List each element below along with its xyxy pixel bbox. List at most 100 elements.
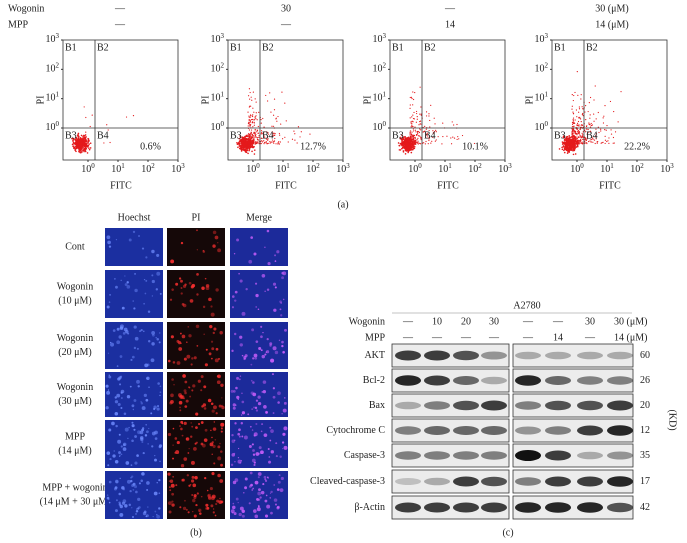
- event-dot: [595, 85, 596, 86]
- cell-spot: [215, 503, 217, 505]
- event-dot: [565, 145, 567, 147]
- cell-spot: [118, 493, 121, 496]
- event-dot: [72, 146, 74, 148]
- cell-spot: [157, 405, 159, 407]
- y-axis-label: PI: [362, 96, 373, 105]
- cell-spot: [170, 299, 172, 301]
- treatment-value: —: [444, 3, 456, 14]
- cell-spot: [201, 421, 204, 424]
- cell-spot: [201, 287, 204, 290]
- event-dot: [79, 150, 81, 152]
- event-dot: [416, 111, 417, 112]
- tick-exponent: 1: [121, 162, 125, 170]
- event-dot: [441, 143, 442, 144]
- cell-spot: [116, 394, 120, 398]
- cell-spot: [175, 437, 178, 440]
- event-dot: [269, 92, 270, 93]
- y-tick-label: 102: [373, 61, 387, 75]
- event-dot: [562, 149, 564, 151]
- event-dot: [410, 138, 411, 139]
- cell-spot: [243, 492, 245, 494]
- blot-band: [424, 451, 450, 460]
- cell-spot: [242, 510, 245, 513]
- event-dot: [85, 117, 86, 118]
- cell-spot: [203, 306, 205, 308]
- cell-spot: [147, 506, 149, 508]
- event-dot: [279, 133, 280, 134]
- event-dot: [577, 71, 578, 72]
- cell-spot: [270, 497, 271, 498]
- event-dot: [257, 119, 258, 120]
- cell-spot: [107, 464, 109, 466]
- cell-spot: [108, 498, 110, 500]
- protein-size: 26: [640, 375, 650, 386]
- event-dot: [573, 131, 574, 132]
- tick-base: 10: [171, 164, 181, 175]
- event-dot: [417, 133, 418, 134]
- cell-spot: [266, 351, 267, 352]
- treatment-label: Wogonin: [8, 3, 44, 14]
- cell-spot: [186, 355, 190, 359]
- cell-spot: [136, 454, 139, 457]
- treatment-value: 14: [553, 332, 563, 343]
- event-dot: [415, 138, 416, 139]
- event-dot: [250, 145, 252, 147]
- event-dot: [271, 141, 272, 142]
- blot-band: [453, 401, 479, 411]
- cell-spot: [238, 502, 239, 503]
- cell-spot: [152, 295, 153, 296]
- event-dot: [251, 129, 252, 130]
- event-dot: [581, 137, 582, 138]
- event-dot: [86, 145, 88, 147]
- event-dot: [252, 135, 253, 136]
- event-dot: [278, 142, 279, 143]
- event-dot: [571, 140, 572, 141]
- cell-spot: [147, 363, 150, 366]
- cell-spot: [121, 454, 122, 455]
- event-dot: [593, 121, 594, 122]
- cell-spot: [218, 500, 222, 504]
- blot-band: [424, 351, 450, 361]
- event-dot: [282, 138, 283, 139]
- tick-exponent: 0: [221, 120, 225, 128]
- tick-exponent: 0: [91, 162, 95, 170]
- blot-band: [577, 477, 603, 487]
- cell-spot: [244, 486, 247, 489]
- event-dot: [573, 149, 575, 151]
- event-dot: [236, 142, 238, 144]
- event-dot: [78, 135, 80, 137]
- cell-spot: [233, 503, 235, 505]
- event-dot: [253, 92, 254, 93]
- event-dot: [567, 144, 569, 146]
- event-dot: [416, 139, 417, 140]
- event-dot: [256, 131, 257, 132]
- event-dot: [412, 104, 413, 105]
- cell-spot: [215, 236, 219, 240]
- event-dot: [411, 125, 412, 126]
- event-dot: [561, 147, 563, 149]
- cell-spot: [141, 472, 145, 476]
- event-dot: [404, 137, 406, 139]
- cell-spot: [281, 477, 284, 480]
- cell-spot: [156, 515, 160, 519]
- cell-spot: [284, 329, 287, 332]
- cell-spot: [172, 476, 173, 477]
- protein-label: Cytochrome C: [326, 425, 385, 436]
- event-dot: [249, 143, 250, 144]
- event-dot: [577, 131, 578, 132]
- cell-spot: [264, 291, 265, 292]
- event-dot: [573, 132, 574, 133]
- event-dot: [410, 97, 411, 98]
- event-dot: [265, 95, 266, 96]
- treatment-value: —: [552, 316, 564, 327]
- tick-exponent: 1: [610, 162, 614, 170]
- event-dot: [239, 147, 241, 149]
- event-dot: [260, 119, 261, 120]
- y-tick-label: 103: [535, 32, 549, 46]
- event-dot: [572, 106, 573, 107]
- event-dot: [280, 123, 281, 124]
- cell-spot: [150, 412, 152, 414]
- event-dot: [250, 124, 251, 125]
- cell-spot: [211, 313, 215, 317]
- tick-base: 10: [535, 122, 545, 133]
